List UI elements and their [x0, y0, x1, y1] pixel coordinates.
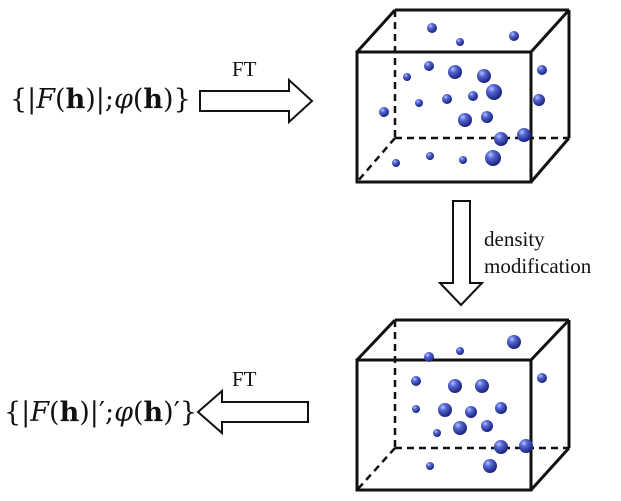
- cube-edge: [529, 8, 571, 54]
- atom-sphere: [448, 379, 462, 393]
- atom-sphere: [507, 335, 521, 349]
- cube-edge: [355, 318, 397, 362]
- top-structure-factor-formula: {|F(h)|;φ(h)}: [10, 84, 191, 115]
- bottom-cube-atoms: [411, 335, 547, 473]
- bottom-ft-arrow: FT: [196, 367, 309, 436]
- atom-sphere: [483, 459, 497, 473]
- atom-sphere: [438, 403, 452, 417]
- atom-sphere: [456, 38, 464, 46]
- vertical-arrow-label-line1: density: [484, 227, 545, 251]
- atom-sphere: [537, 65, 547, 75]
- atom-sphere: [403, 73, 411, 81]
- vertical-arrow-label-line2: modification: [484, 254, 592, 278]
- cube-hidden-edge: [356, 137, 396, 183]
- atom-sphere: [509, 31, 519, 41]
- top-ft-arrow: FT: [199, 57, 314, 125]
- atom-sphere: [519, 439, 533, 453]
- top-arrow-label: FT: [232, 57, 257, 81]
- atom-sphere: [481, 420, 493, 432]
- atom-sphere: [379, 107, 389, 117]
- bottom-density-cube: [355, 318, 571, 492]
- atom-sphere: [426, 152, 434, 160]
- atom-sphere: [453, 421, 467, 435]
- cube-hidden-edge: [356, 447, 396, 491]
- atom-sphere: [494, 440, 508, 454]
- cube-edge: [355, 8, 397, 54]
- down-hollow-arrow-icon: [437, 200, 485, 307]
- atom-sphere: [533, 94, 545, 106]
- atom-sphere: [495, 402, 507, 414]
- atom-sphere: [424, 352, 434, 362]
- atom-sphere: [415, 99, 423, 107]
- bottom-arrow-label: FT: [232, 367, 257, 391]
- cube-edge: [529, 318, 571, 362]
- density-modification-arrow: density modification: [437, 200, 592, 307]
- bottom-structure-factor-formula: {|F(h)|′;φ(h)′}: [4, 397, 197, 428]
- atom-sphere: [477, 69, 491, 83]
- atom-sphere: [459, 156, 467, 164]
- atom-sphere: [412, 405, 420, 413]
- top-cube-atoms: [379, 23, 547, 167]
- atom-sphere: [481, 111, 493, 123]
- atom-sphere: [468, 91, 478, 101]
- atom-sphere: [442, 94, 452, 104]
- atom-sphere: [456, 347, 464, 355]
- left-hollow-arrow-icon: [196, 388, 309, 436]
- cube-edge: [529, 446, 571, 492]
- atom-sphere: [424, 61, 434, 71]
- atom-sphere: [485, 150, 501, 166]
- atom-sphere: [486, 84, 502, 100]
- atom-sphere: [537, 373, 547, 383]
- atom-sphere: [494, 132, 508, 146]
- top-density-cube: [355, 8, 571, 184]
- cube-front-face: [355, 50, 533, 184]
- atom-sphere: [426, 462, 434, 470]
- atom-sphere: [392, 159, 400, 167]
- atom-sphere: [465, 406, 477, 418]
- right-hollow-arrow-icon: [199, 77, 314, 125]
- atom-sphere: [475, 379, 489, 393]
- atom-sphere: [427, 23, 437, 33]
- cube-front-face: [355, 358, 533, 492]
- cube-edge: [529, 137, 571, 183]
- atom-sphere: [448, 65, 462, 79]
- atom-sphere: [458, 113, 472, 127]
- atom-sphere: [411, 376, 421, 386]
- atom-sphere: [517, 128, 531, 142]
- atom-sphere: [433, 429, 441, 437]
